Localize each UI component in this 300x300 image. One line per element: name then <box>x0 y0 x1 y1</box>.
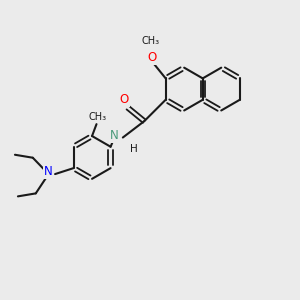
Text: CH₃: CH₃ <box>142 36 160 46</box>
Text: O: O <box>147 51 156 64</box>
Text: N: N <box>110 129 119 142</box>
Text: O: O <box>120 93 129 106</box>
Text: N: N <box>44 165 53 178</box>
Text: H: H <box>130 144 138 154</box>
Text: CH₃: CH₃ <box>89 112 107 122</box>
